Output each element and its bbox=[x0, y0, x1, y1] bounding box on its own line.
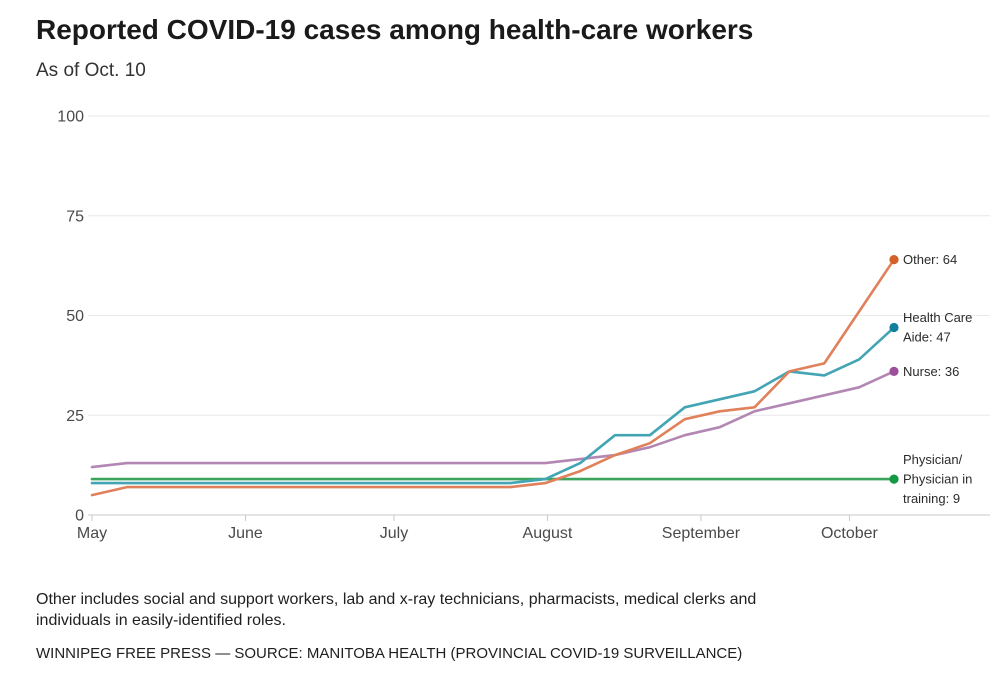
series-end-dot-physician-physician-in-training bbox=[889, 474, 899, 484]
series-end-label-physician-physician-in-training: Physician/ bbox=[903, 452, 963, 467]
chart-subtitle: As of Oct. 10 bbox=[36, 60, 146, 81]
x-tick-label-august: August bbox=[523, 525, 573, 542]
x-tick-label-september: September bbox=[662, 525, 741, 542]
x-tick-label-june: June bbox=[228, 525, 263, 542]
series-line-other bbox=[90, 258, 896, 497]
y-tick-label-75: 75 bbox=[66, 208, 84, 225]
series-end-label-health-care-aide: Aide: 47 bbox=[903, 330, 951, 345]
series-end-dot-nurse bbox=[889, 366, 899, 376]
series-end-label-physician-physician-in-training: training: 9 bbox=[903, 491, 960, 506]
chart-note: Other includes social and support worker… bbox=[36, 591, 757, 630]
y-tick-label-0: 0 bbox=[75, 508, 84, 525]
series-end-dot-health-care-aide bbox=[889, 322, 899, 333]
series-end-label-health-care-aide: Health Care bbox=[903, 310, 972, 325]
chart-source: WINNIPEG FREE PRESS — SOURCE: MANITOBA H… bbox=[36, 645, 743, 662]
series-end-label-nurse: Nurse: 36 bbox=[903, 364, 959, 379]
y-tick-label-50: 50 bbox=[66, 308, 84, 325]
series-line-nurse bbox=[90, 370, 896, 469]
x-tick-label-july: July bbox=[380, 525, 408, 542]
x-tick-label-october: October bbox=[821, 525, 879, 542]
series-end-label-physician-physician-in-training: Physician in bbox=[903, 472, 972, 487]
y-tick-label-25: 25 bbox=[66, 408, 84, 425]
series-end-dot-other bbox=[889, 255, 899, 265]
series-end-label-other: Other: 64 bbox=[903, 252, 957, 267]
line-chart: 0 25 50 75 100 May June July August September Octo… bbox=[57, 109, 990, 542]
series-line-health-care-aide bbox=[90, 326, 896, 485]
y-tick-label-100: 100 bbox=[57, 109, 84, 126]
chart-title: Reported COVID-19 cases among health-car… bbox=[36, 14, 754, 45]
x-tick-label-may: May bbox=[77, 525, 107, 542]
